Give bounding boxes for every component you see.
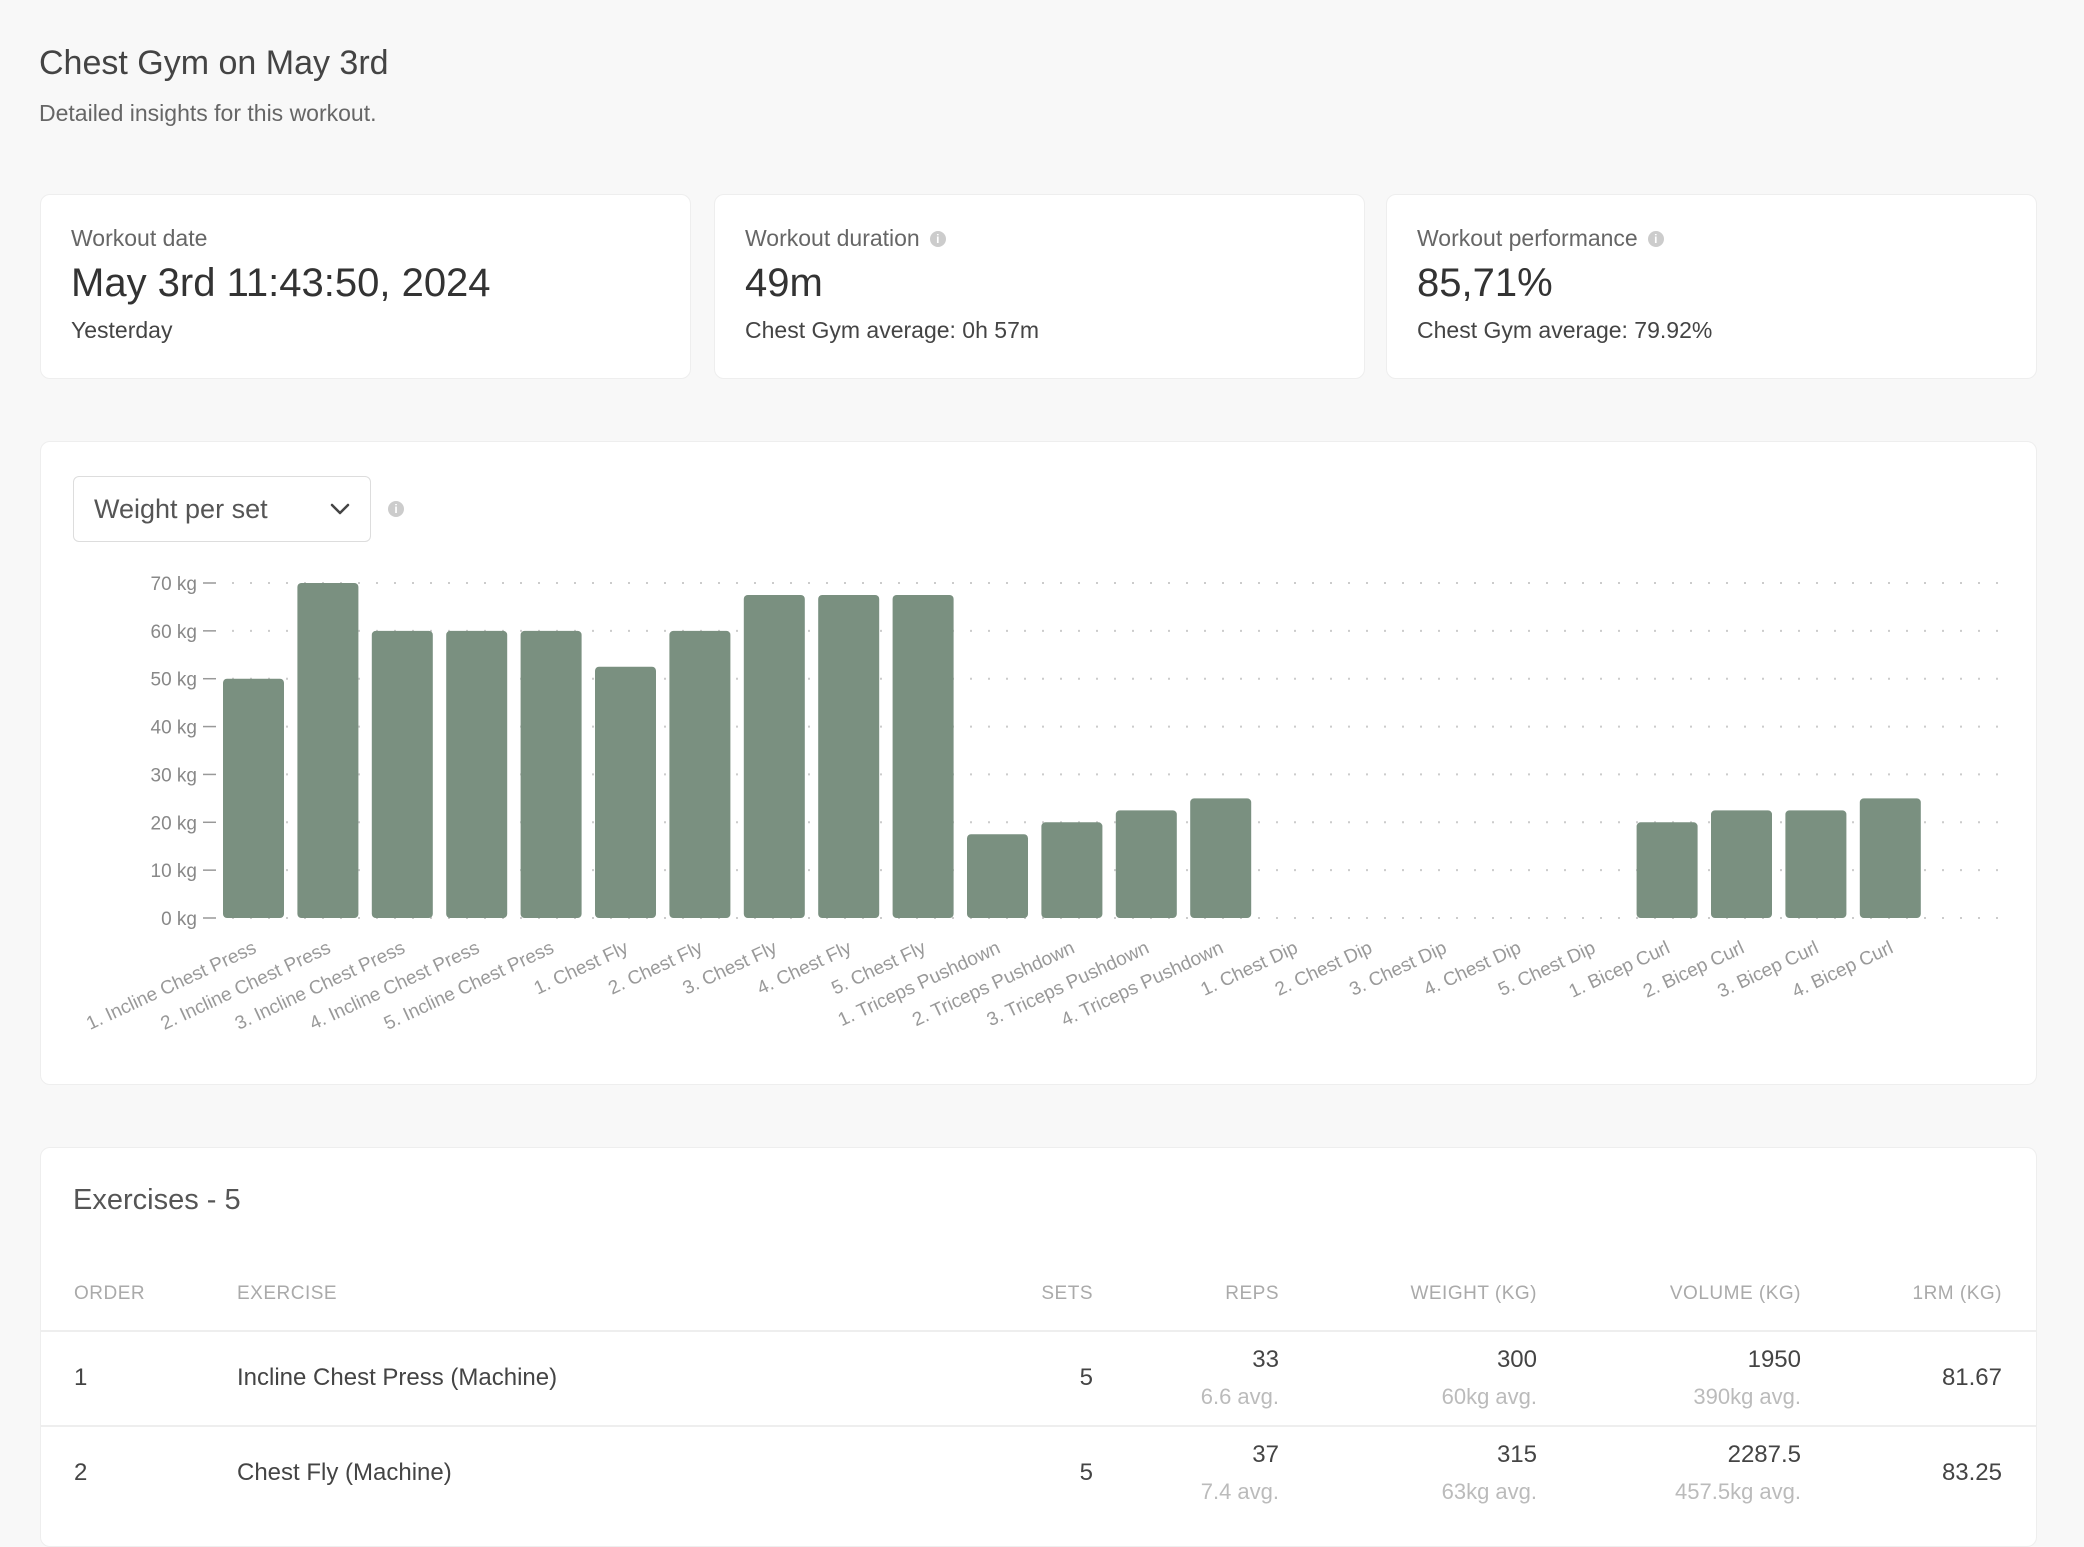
bar: [371, 630, 433, 918]
cell-exercise[interactable]: Chest Fly (Machine): [237, 1459, 452, 1486]
bar: [967, 834, 1028, 918]
bar: [223, 678, 284, 918]
bar: [1041, 822, 1103, 918]
exercises-card: Exercises - 5 ORDER EXERCISE SETS REPS W…: [40, 1147, 2037, 1547]
cell-1rm: 81.67: [1941, 1364, 2002, 1391]
chevron-down-icon: [330, 503, 350, 515]
bar: [446, 630, 508, 918]
cell-reps: 37: [1252, 1441, 1279, 1468]
stat-card-date: Workout date May 3rd 11:43:50, 2024 Yest…: [40, 194, 691, 379]
stat-label: Workout date: [71, 225, 208, 251]
cell-volume: 2287.5: [1727, 1441, 1801, 1468]
cell-volume-avg: 390kg avg.: [1693, 1384, 1801, 1409]
col-1rm[interactable]: 1RM (KG): [1912, 1283, 2002, 1304]
cell-sets: 5: [1079, 1364, 1093, 1391]
stat-sub: Chest Gym average: 79.92%: [1417, 317, 1713, 343]
cell-1rm: 83.25: [1941, 1459, 2002, 1486]
stat-value: May 3rd 11:43:50, 2024: [71, 261, 491, 305]
col-order[interactable]: ORDER: [74, 1283, 146, 1304]
info-icon[interactable]: i: [929, 230, 946, 247]
col-exercise[interactable]: EXERCISE: [237, 1283, 338, 1304]
cell-sets: 5: [1079, 1459, 1093, 1486]
bar: [520, 630, 582, 918]
bar: [1711, 810, 1772, 918]
cell-exercise[interactable]: Incline Chest Press (Machine): [237, 1364, 558, 1391]
cell-order: 2: [74, 1459, 88, 1486]
stat-label: Workout performance: [1417, 225, 1638, 251]
divider: [41, 1330, 2036, 1332]
cell-weight-avg: 60kg avg.: [1441, 1384, 1537, 1409]
cell-reps-avg: 7.4 avg.: [1200, 1479, 1279, 1504]
stat-value: 49m: [745, 261, 823, 305]
y-tick-label: 30 kg: [151, 765, 197, 786]
bar: [743, 594, 805, 918]
y-tick-label: 50 kg: [151, 670, 197, 691]
cell-weight-avg: 63kg avg.: [1441, 1479, 1537, 1504]
info-icon[interactable]: i: [388, 501, 404, 517]
y-tick-label: 70 kg: [151, 574, 197, 595]
bar: [1190, 798, 1252, 918]
bar: [1636, 822, 1698, 918]
cell-reps-avg: 6.6 avg.: [1200, 1384, 1279, 1409]
stat-label: Workout duration: [745, 225, 920, 251]
cell-volume: 1950: [1747, 1346, 1801, 1373]
page-subtitle: Detailed insights for this workout.: [39, 100, 377, 126]
y-tick-label: 10 kg: [151, 861, 197, 882]
stat-card-performance: Workout performance i 85,71% Chest Gym av…: [1386, 194, 2037, 379]
col-sets[interactable]: SETS: [1041, 1283, 1093, 1304]
col-reps[interactable]: REPS: [1225, 1283, 1279, 1304]
cell-volume-avg: 457.5kg avg.: [1675, 1479, 1801, 1504]
y-tick-label: 20 kg: [151, 813, 197, 834]
cell-weight: 315: [1496, 1441, 1537, 1468]
divider: [41, 1425, 2036, 1427]
bar: [1859, 798, 1921, 918]
col-volume[interactable]: VOLUME (KG): [1669, 1283, 1801, 1304]
stat-value: 85,71%: [1417, 261, 1553, 305]
bar: [818, 594, 880, 918]
bar: [1785, 810, 1847, 918]
stat-card-duration: Workout duration i 49m Chest Gym average:…: [714, 194, 1365, 379]
bar: [297, 583, 359, 918]
exercises-title: Exercises - 5: [73, 1184, 241, 1216]
bar: [669, 630, 731, 918]
bar: [1115, 810, 1177, 918]
cell-reps: 33: [1252, 1346, 1279, 1373]
cell-order: 1: [74, 1364, 88, 1391]
stat-sub: Chest Gym average: 0h 57m: [745, 317, 1040, 343]
col-weight[interactable]: WEIGHT (KG): [1410, 1283, 1537, 1304]
chart-metric-select[interactable]: Weight per set: [73, 476, 371, 542]
y-tick-label: 60 kg: [151, 622, 197, 643]
cell-weight: 300: [1496, 1346, 1537, 1373]
y-tick-label: 0 kg: [161, 909, 197, 930]
page-title: Chest Gym on May 3rd: [39, 44, 389, 82]
bar: [892, 594, 954, 918]
bar: [595, 666, 656, 918]
stat-sub: Yesterday: [71, 317, 173, 343]
y-tick-label: 40 kg: [151, 718, 197, 739]
info-icon[interactable]: i: [1647, 230, 1664, 247]
chart-metric-selected: Weight per set: [94, 493, 268, 524]
